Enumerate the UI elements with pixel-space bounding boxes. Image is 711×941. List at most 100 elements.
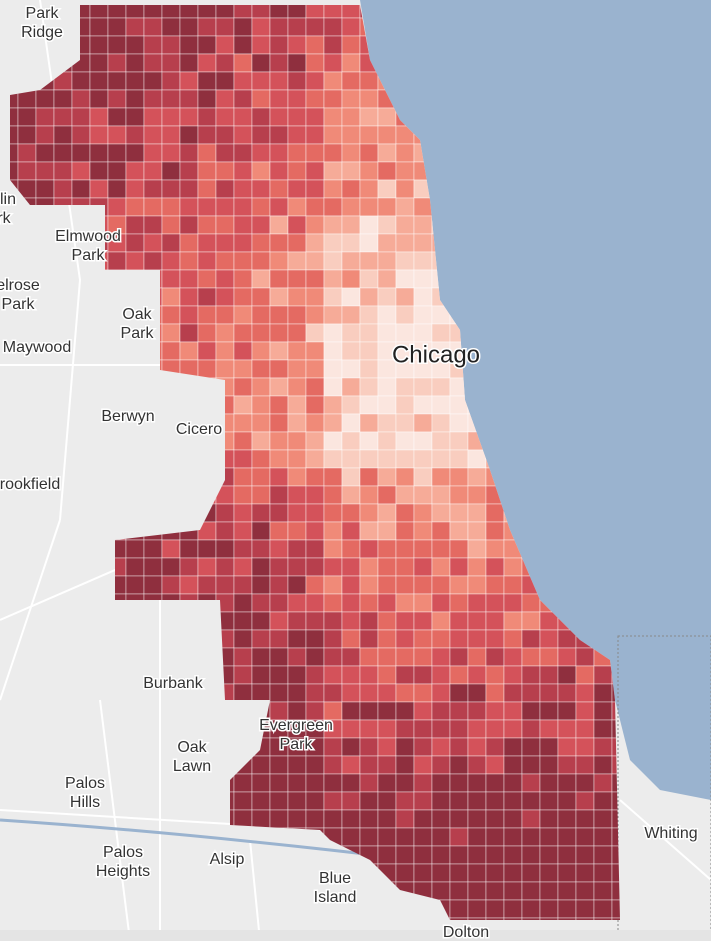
tract [341, 359, 361, 379]
tract [287, 755, 307, 775]
tract [521, 665, 541, 685]
tract [125, 179, 145, 199]
tract [539, 701, 559, 721]
tract [161, 233, 181, 253]
tract [521, 755, 541, 775]
tract [125, 143, 145, 163]
tract [449, 629, 469, 649]
tract [287, 107, 307, 127]
tract [413, 575, 433, 595]
tract [323, 377, 343, 397]
place-label: elrose [0, 277, 40, 294]
tract [197, 89, 217, 109]
tract [233, 287, 253, 307]
tract [215, 197, 235, 217]
tract [323, 503, 343, 523]
tract [395, 575, 415, 595]
tract [413, 809, 433, 829]
tract [251, 161, 271, 181]
tract [251, 53, 271, 73]
tract [269, 755, 289, 775]
tract [287, 521, 307, 541]
tract [377, 143, 397, 163]
tract [449, 827, 469, 847]
tract [233, 359, 253, 379]
tract [197, 125, 217, 145]
tract [467, 503, 487, 523]
tract [359, 161, 379, 181]
tract [251, 413, 271, 433]
tract [287, 467, 307, 487]
tract [233, 215, 253, 235]
tract [575, 863, 595, 883]
tract [287, 341, 307, 361]
tract [251, 485, 271, 505]
tract [71, 179, 91, 199]
tract [323, 323, 343, 343]
tract [251, 809, 271, 829]
tract [377, 431, 397, 451]
tract [233, 71, 253, 91]
tract [233, 431, 253, 451]
tract [539, 683, 559, 703]
tract [323, 611, 343, 631]
tract [161, 197, 181, 217]
lake-michigan [360, 0, 711, 800]
tract [269, 197, 289, 217]
tract [449, 737, 469, 757]
tract [431, 881, 451, 901]
tract [449, 485, 469, 505]
tract [287, 197, 307, 217]
tract [341, 251, 361, 271]
place-label: Park [72, 247, 106, 264]
tract [287, 395, 307, 415]
tract [287, 449, 307, 469]
tract [305, 107, 325, 127]
tract [503, 557, 523, 577]
tract [503, 593, 523, 613]
tract [359, 287, 379, 307]
tract [413, 539, 433, 559]
tract [575, 917, 595, 920]
tract [215, 359, 235, 379]
tract [323, 305, 343, 325]
tract [233, 449, 253, 469]
tract [233, 683, 253, 703]
tract [359, 197, 379, 217]
tract [287, 161, 307, 181]
tract [305, 521, 325, 541]
tract [485, 521, 505, 541]
tract [233, 269, 253, 289]
tract [341, 53, 361, 73]
tract [431, 827, 451, 847]
tract [305, 53, 325, 73]
tract [305, 305, 325, 325]
tract [215, 71, 235, 91]
tract [575, 755, 595, 775]
tract [197, 539, 217, 559]
tract [359, 503, 379, 523]
tract [287, 287, 307, 307]
tract [197, 323, 217, 343]
tract [161, 125, 181, 145]
place-label: rookfield [0, 476, 60, 493]
tract [269, 557, 289, 577]
tract [125, 251, 145, 271]
tract [215, 287, 235, 307]
tract [305, 395, 325, 415]
tract [233, 557, 253, 577]
tract [485, 575, 505, 595]
tract [521, 773, 541, 793]
tract [359, 521, 379, 541]
tract [125, 575, 145, 595]
tract [179, 575, 199, 595]
tract [143, 125, 163, 145]
tract [251, 521, 271, 541]
tract [251, 125, 271, 145]
tract [143, 557, 163, 577]
tract [341, 305, 361, 325]
tract [377, 251, 397, 271]
tract [341, 485, 361, 505]
tract [377, 557, 397, 577]
tract [251, 431, 271, 451]
